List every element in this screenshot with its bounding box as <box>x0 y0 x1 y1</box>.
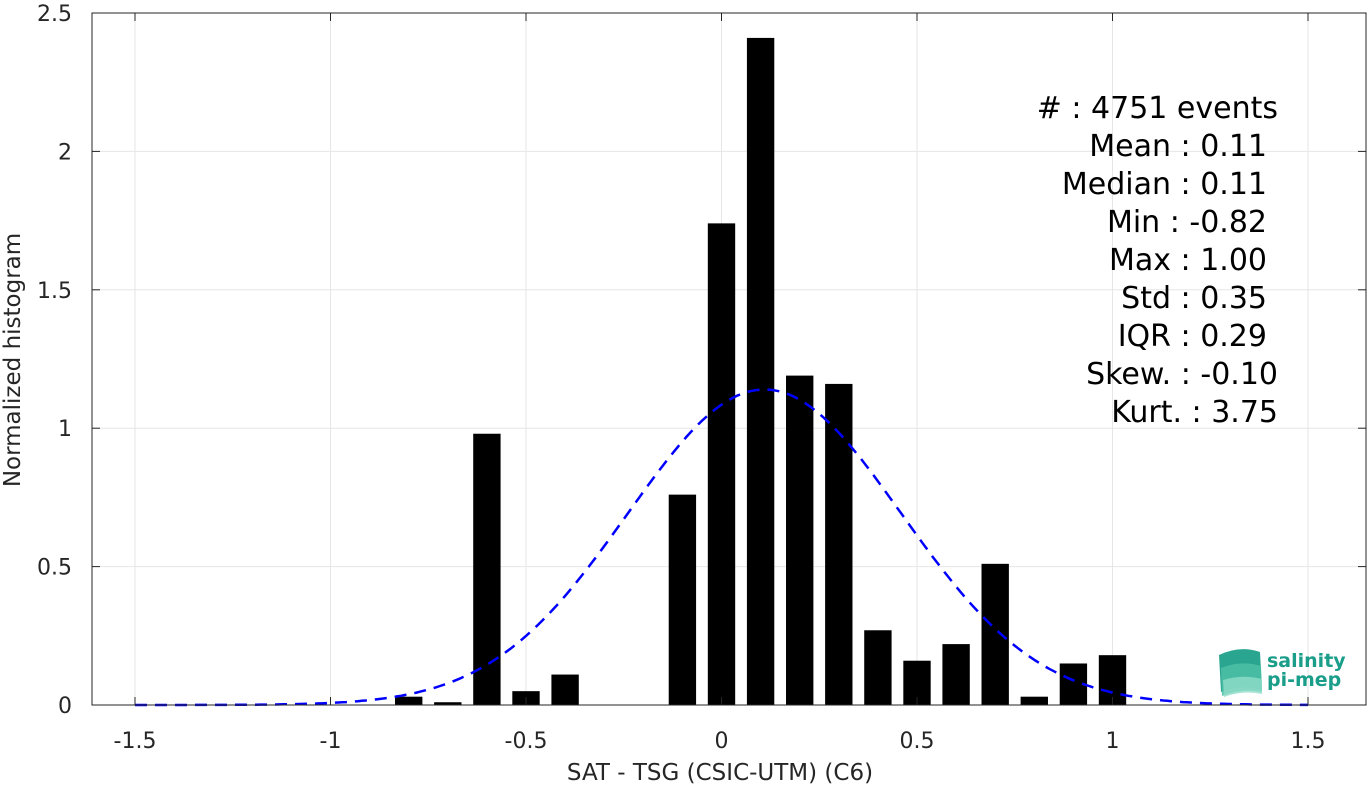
x-axis-ticks: -1.5 -1 -0.5 0 0.5 1 1.5 <box>114 13 1326 754</box>
logo-waves-icon <box>1219 649 1262 697</box>
x-tick-label: -1 <box>320 729 342 754</box>
histogram-bars <box>395 37 1127 706</box>
stat-min: Min : -0.82 <box>1107 205 1267 240</box>
stat-skew: Skew. : -0.10 <box>1086 357 1278 392</box>
stat-iqr: IQR : 0.29 <box>1118 319 1267 354</box>
logo-line1: salinity <box>1267 650 1346 672</box>
y-tick-label: 0.5 <box>37 556 72 581</box>
x-tick-label: 0.5 <box>900 729 935 754</box>
histogram-bar <box>942 644 970 705</box>
normal-fit-curve <box>135 388 1308 707</box>
stat-max: Max : 1.00 <box>1109 243 1267 278</box>
histogram-bar <box>825 383 853 705</box>
y-tick-label: 1.5 <box>37 279 72 304</box>
stat-median: Median : 0.11 <box>1062 167 1267 202</box>
y-axis-label: Normalized histogram <box>0 233 26 487</box>
y-tick-label: 2.5 <box>37 2 72 27</box>
histogram-bar <box>981 563 1009 705</box>
x-axis-label: SAT - TSG (CSIC-UTM) (C6) <box>567 760 873 785</box>
histogram-bar <box>668 494 697 705</box>
stat-events: # : 4751 events <box>1037 91 1278 126</box>
logo-line2: pi-mep <box>1267 669 1341 691</box>
x-tick-label: 0 <box>715 729 729 754</box>
stat-mean: Mean : 0.11 <box>1089 129 1267 164</box>
plot-frame <box>91 12 1367 706</box>
x-tick-label: -0.5 <box>505 729 548 754</box>
histogram-bar <box>1098 655 1127 705</box>
histogram-bar <box>473 433 501 705</box>
histogram-bar <box>864 630 892 705</box>
histogram-bar <box>434 702 462 705</box>
x-tick-label: 1 <box>1106 729 1120 754</box>
histogram-bar <box>395 696 423 705</box>
histogram-bar <box>551 674 579 705</box>
histogram-bar <box>707 223 736 706</box>
x-tick-label: 1.5 <box>1291 729 1326 754</box>
y-axis-ticks: 0 0.5 1 1.5 2 2.5 <box>37 2 1366 719</box>
stat-std: Std : 0.35 <box>1121 281 1267 316</box>
stat-kurt: Kurt. : 3.75 <box>1111 395 1278 430</box>
y-tick-label: 0 <box>58 694 72 719</box>
salinity-pimep-logo: salinity pi-mep <box>1219 649 1346 697</box>
stats-box: # : 4751 events Mean : 0.11 Median : 0.1… <box>1037 91 1278 430</box>
histogram-bar <box>1020 696 1048 705</box>
y-tick-label: 2 <box>58 140 72 165</box>
histogram-bar <box>746 37 775 706</box>
x-tick-label: -1.5 <box>114 729 157 754</box>
histogram-bar <box>786 375 814 705</box>
y-tick-label: 1 <box>58 417 72 442</box>
